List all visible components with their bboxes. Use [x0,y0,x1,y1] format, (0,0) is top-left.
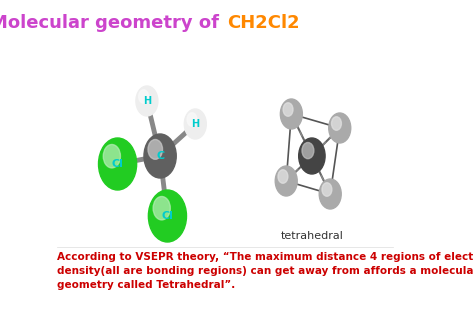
Text: C: C [156,151,164,161]
Circle shape [278,170,288,183]
Circle shape [322,183,332,196]
Circle shape [280,99,302,129]
Circle shape [184,109,206,139]
Text: Cl: Cl [162,211,173,221]
Text: Cl: Cl [112,159,124,169]
Circle shape [103,145,120,168]
Text: H: H [143,96,151,106]
Text: Molecular geometry of: Molecular geometry of [0,14,225,32]
Circle shape [299,138,325,174]
Text: tetrahedral: tetrahedral [281,231,343,241]
Text: According to VSEPR theory, “The maximum distance 4 regions of electron
density(a: According to VSEPR theory, “The maximum … [57,252,474,290]
Circle shape [99,138,137,190]
Circle shape [331,117,341,130]
Text: CH2Cl2: CH2Cl2 [227,14,300,32]
Circle shape [319,179,341,209]
Circle shape [329,113,351,143]
Circle shape [275,166,297,196]
Circle shape [136,86,158,116]
Text: H: H [191,119,200,129]
Circle shape [283,103,293,116]
Circle shape [139,90,148,103]
Circle shape [302,143,314,159]
Circle shape [148,140,163,159]
Circle shape [144,134,176,178]
Circle shape [153,196,170,220]
Circle shape [187,113,197,126]
Circle shape [148,190,186,242]
